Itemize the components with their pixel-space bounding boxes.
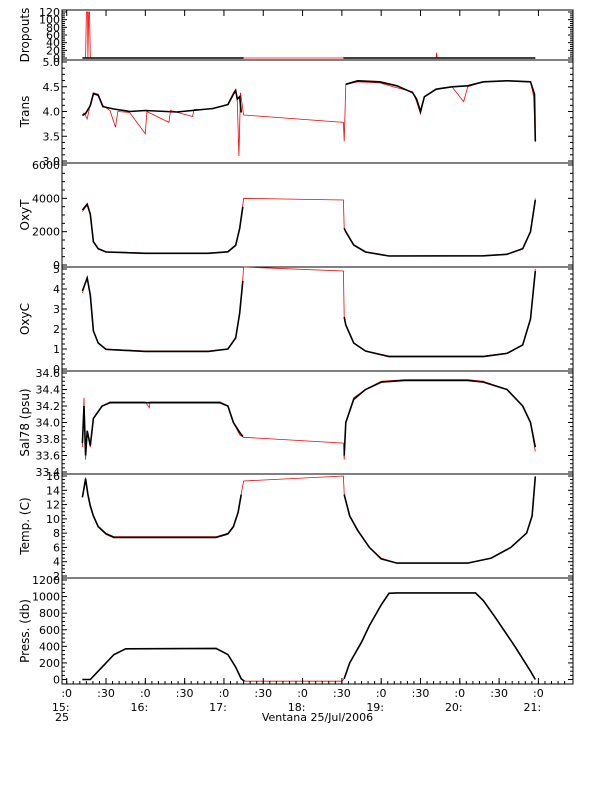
x-tick-label: :30 bbox=[97, 687, 115, 700]
y-tick-label-sal78-psu: 34.0 bbox=[36, 417, 61, 430]
y-tick-label-sal78-psu: 33.4 bbox=[36, 466, 61, 479]
y-tick-label-press-db: 200 bbox=[39, 657, 60, 670]
x-hour-label: 17: bbox=[209, 701, 227, 714]
y-tick-label-trans: 3.0 bbox=[43, 155, 61, 168]
series-raw-dropouts bbox=[82, 11, 536, 59]
panel-frame-temp-c bbox=[61, 473, 574, 579]
y-tick-label-press-db: 1200 bbox=[32, 574, 60, 587]
x-tick-label: :0 bbox=[533, 687, 544, 700]
x-tick-label: :0 bbox=[376, 687, 387, 700]
x-hour-label: 20: bbox=[445, 701, 463, 714]
y-tick-label-sal78-psu: 34.2 bbox=[36, 400, 61, 413]
x-tick-label: :30 bbox=[412, 687, 430, 700]
y-tick-label-dropouts: 20 bbox=[46, 44, 60, 57]
y-axis-label-sal78-psu: Sal78 (psu) bbox=[18, 388, 32, 456]
x-tick-label: :0 bbox=[61, 687, 72, 700]
y-tick-label-sal78-psu: 34.6 bbox=[36, 367, 61, 380]
y-axis-label-oxyt: OxyT bbox=[18, 199, 32, 231]
y-tick-label-press-db: 400 bbox=[39, 640, 60, 653]
series-raw-oxyc bbox=[82, 266, 536, 357]
y-tick-label-trans: 5.0 bbox=[43, 56, 61, 69]
y-tick-label-press-db: 1000 bbox=[32, 591, 60, 604]
y-axis-label-oxyc: OxyC bbox=[18, 303, 32, 335]
panel-frame-press-db bbox=[61, 577, 574, 685]
y-tick-label-sal78-psu: 33.8 bbox=[36, 433, 61, 446]
y-tick-label-oxyc: 5 bbox=[53, 263, 60, 276]
y-tick-label-temp-c: 10 bbox=[46, 513, 60, 526]
y-tick-label-dropouts: 0 bbox=[53, 52, 60, 65]
y-tick-label-temp-c: 6 bbox=[53, 541, 60, 554]
x-tick-label: :0 bbox=[140, 687, 151, 700]
y-tick-label-temp-c: 8 bbox=[53, 527, 60, 540]
x-hour-label: 21: bbox=[524, 701, 542, 714]
x-hour-label: 19: bbox=[366, 701, 384, 714]
series-processed-sal78-psu bbox=[81, 379, 537, 456]
y-tick-label-dropouts: 40 bbox=[46, 37, 60, 50]
series-processed-oxyc bbox=[81, 270, 537, 358]
series-processed-oxyt bbox=[81, 199, 537, 257]
series-processed-temp-c bbox=[81, 476, 537, 564]
y-tick-label-oxyc: 4 bbox=[53, 283, 60, 296]
y-tick-label-trans: 4.0 bbox=[43, 106, 61, 119]
series-raw-trans bbox=[82, 80, 536, 157]
y-tick-label-dropouts: 80 bbox=[46, 21, 60, 34]
y-tick-label-dropouts: 100 bbox=[39, 14, 60, 27]
x-tick-label: :0 bbox=[219, 687, 230, 700]
y-tick-label-dropouts: 120 bbox=[39, 6, 60, 19]
x-hour-label: 18: bbox=[288, 701, 306, 714]
y-tick-label-press-db: 0 bbox=[53, 674, 60, 687]
y-tick-label-trans: 3.5 bbox=[43, 130, 61, 143]
x-day-label: 25 bbox=[55, 711, 69, 724]
y-tick-label-sal78-psu: 34.4 bbox=[36, 384, 61, 397]
y-tick-label-oxyt: 4000 bbox=[32, 192, 60, 205]
y-tick-label-press-db: 600 bbox=[39, 624, 60, 637]
y-axis-label-press-db: Press. (db) bbox=[18, 599, 32, 663]
x-tick-label: :30 bbox=[176, 687, 194, 700]
x-tick-label: :30 bbox=[490, 687, 508, 700]
series-raw-oxyt bbox=[82, 197, 536, 257]
y-tick-label-oxyc: 1 bbox=[53, 343, 60, 356]
panel-frame-dropouts bbox=[61, 9, 574, 61]
series-processed-trans bbox=[81, 79, 537, 142]
y-tick-label-oxyt: 6000 bbox=[32, 159, 60, 172]
y-tick-label-temp-c: 4 bbox=[53, 556, 60, 569]
series-raw-temp-c bbox=[82, 475, 536, 564]
y-tick-label-dropouts: 60 bbox=[46, 29, 60, 42]
y-tick-label-sal78-psu: 33.6 bbox=[36, 450, 61, 463]
y-tick-label-oxyc: 0 bbox=[53, 363, 60, 376]
series-raw-sal78-psu bbox=[82, 379, 536, 460]
panel-frame-oxyt bbox=[61, 162, 574, 268]
x-hour-label: 16: bbox=[130, 701, 148, 714]
y-tick-label-oxyt: 0 bbox=[53, 259, 60, 272]
y-tick-label-temp-c: 14 bbox=[46, 484, 60, 497]
y-tick-label-temp-c: 16 bbox=[46, 470, 60, 483]
y-tick-label-temp-c: 12 bbox=[46, 499, 60, 512]
series-raw-press-db bbox=[82, 592, 536, 682]
x-tick-label: :30 bbox=[333, 687, 351, 700]
x-tick-label: :30 bbox=[254, 687, 272, 700]
y-axis-label-trans: Trans bbox=[18, 96, 32, 129]
y-axis-label-dropouts: Dropouts bbox=[18, 8, 32, 63]
y-tick-label-oxyc: 3 bbox=[53, 303, 60, 316]
y-tick-label-trans: 4.5 bbox=[43, 81, 61, 94]
y-tick-label-press-db: 800 bbox=[39, 607, 60, 620]
x-hour-label: 15: bbox=[52, 701, 70, 714]
y-axis-label-temp-c: Temp. (C) bbox=[18, 497, 32, 555]
x-tick-label: :0 bbox=[454, 687, 465, 700]
y-tick-label-temp-c: 2 bbox=[53, 570, 60, 583]
y-tick-label-oxyc: 2 bbox=[53, 323, 60, 336]
y-tick-label-oxyt: 2000 bbox=[32, 226, 60, 239]
series-processed-press-db bbox=[82, 592, 536, 682]
x-tick-label: :0 bbox=[297, 687, 308, 700]
x-axis-label: Ventana 25/Jul/2006 bbox=[262, 711, 373, 724]
